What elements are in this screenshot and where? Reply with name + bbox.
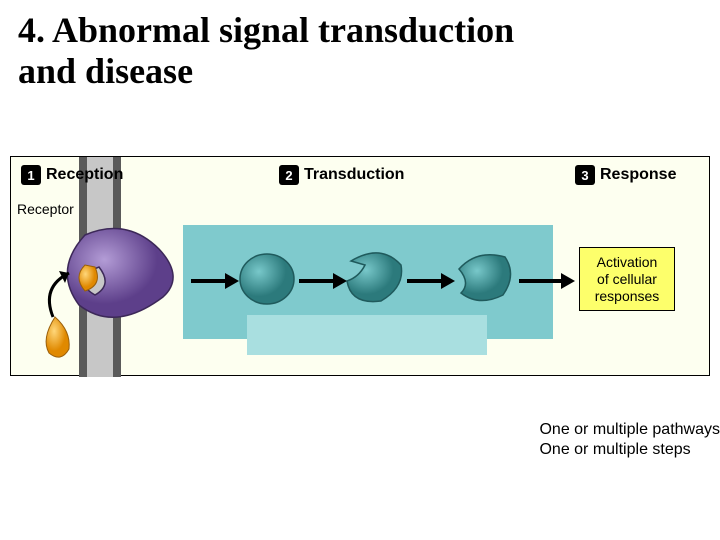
- arrow-head-icon: [561, 273, 575, 289]
- stage-2-header: 2 Transduction: [279, 165, 404, 185]
- transduction-bg-2: [247, 315, 487, 355]
- relay-1: [237, 251, 297, 307]
- stage-3-header: 3 Response: [575, 165, 676, 185]
- stage-1-num: 1: [21, 165, 41, 185]
- signal-diagram: 1 Reception 2 Transduction 3 Response Re…: [10, 156, 710, 376]
- arrow-line: [299, 279, 333, 283]
- response-box: Activation of cellular responses: [579, 247, 675, 311]
- relay-3: [451, 247, 517, 307]
- page-title: 4. Abnormal signal transduction and dise…: [18, 10, 514, 93]
- relay-2: [341, 247, 407, 307]
- response-line3: responses: [595, 288, 660, 304]
- arrow-4: [519, 273, 575, 289]
- ligand-arrow: [39, 267, 95, 327]
- stage-1-label: Reception: [46, 166, 123, 184]
- arrow-line: [519, 279, 561, 283]
- title-line2: and disease: [18, 51, 193, 91]
- notes-line2: One or multiple steps: [539, 441, 690, 458]
- response-line2: of cellular: [597, 271, 657, 287]
- arrow-line: [191, 279, 225, 283]
- stage-1-header: 1 Reception: [21, 165, 123, 185]
- arrow-head-icon: [441, 273, 455, 289]
- arrow-2: [299, 273, 347, 289]
- title-line1: 4. Abnormal signal transduction: [18, 10, 514, 50]
- response-line1: Activation: [597, 254, 658, 270]
- footer-notes: One or multiple pathways One or multiple…: [539, 420, 720, 460]
- arrow-head-icon: [333, 273, 347, 289]
- stage-3-num: 3: [575, 165, 595, 185]
- arrow-head-icon: [225, 273, 239, 289]
- stage-3-label: Response: [600, 166, 676, 184]
- notes-line1: One or multiple pathways: [539, 421, 720, 438]
- stage-2-num: 2: [279, 165, 299, 185]
- arrow-1: [191, 273, 239, 289]
- stage-2-label: Transduction: [304, 166, 404, 184]
- arrow-line: [407, 279, 441, 283]
- arrow-3: [407, 273, 455, 289]
